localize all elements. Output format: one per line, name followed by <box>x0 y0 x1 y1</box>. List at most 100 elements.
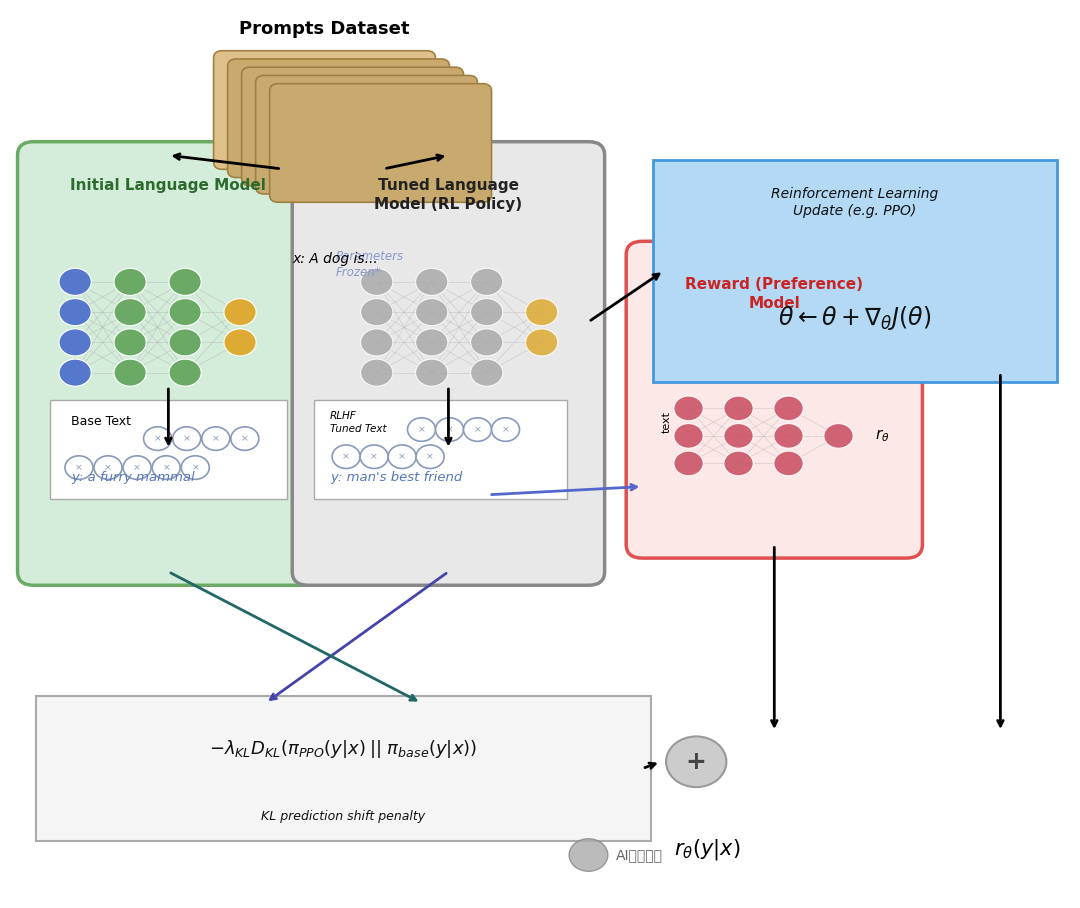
Text: ×: × <box>446 425 454 434</box>
Circle shape <box>59 299 91 326</box>
FancyBboxPatch shape <box>36 696 651 842</box>
Circle shape <box>152 456 180 479</box>
Text: $\theta \leftarrow \theta + \nabla_{\theta}J(\theta)$: $\theta \leftarrow \theta + \nabla_{\the… <box>779 304 932 331</box>
Text: ×: × <box>133 463 141 472</box>
FancyBboxPatch shape <box>214 51 435 169</box>
FancyBboxPatch shape <box>626 242 922 558</box>
Circle shape <box>173 427 201 450</box>
Text: ×: × <box>104 463 112 472</box>
Text: ×: × <box>212 434 219 443</box>
Circle shape <box>569 839 608 872</box>
Circle shape <box>674 424 703 449</box>
Text: $r_\theta$: $r_\theta$ <box>875 428 890 444</box>
Circle shape <box>114 360 146 386</box>
Circle shape <box>407 418 435 441</box>
Text: ×: × <box>162 463 171 472</box>
Circle shape <box>59 269 91 295</box>
Circle shape <box>463 418 491 441</box>
Circle shape <box>114 269 146 295</box>
FancyBboxPatch shape <box>270 84 491 202</box>
Circle shape <box>361 360 393 386</box>
Text: ×: × <box>418 425 426 434</box>
Text: ×: × <box>183 434 190 443</box>
Circle shape <box>416 329 448 356</box>
Circle shape <box>471 269 503 295</box>
Circle shape <box>168 299 201 326</box>
Circle shape <box>824 424 853 449</box>
Text: ×: × <box>75 463 83 472</box>
Text: Tuned Language
Model (RL Policy): Tuned Language Model (RL Policy) <box>375 178 523 212</box>
Circle shape <box>674 396 703 420</box>
Circle shape <box>471 329 503 356</box>
Text: ×: × <box>474 425 482 434</box>
Circle shape <box>526 299 557 326</box>
Circle shape <box>59 360 91 386</box>
Circle shape <box>181 456 210 479</box>
Circle shape <box>774 396 804 420</box>
Circle shape <box>59 329 91 356</box>
Circle shape <box>491 418 519 441</box>
Text: AI探索时代: AI探索时代 <box>616 848 662 862</box>
Circle shape <box>724 451 753 476</box>
Circle shape <box>144 427 172 450</box>
Text: ×: × <box>342 452 350 461</box>
Circle shape <box>202 427 230 450</box>
Circle shape <box>94 456 122 479</box>
Circle shape <box>224 329 256 356</box>
Text: ×: × <box>501 425 510 434</box>
Text: ×: × <box>427 452 434 461</box>
Circle shape <box>724 396 753 420</box>
Circle shape <box>168 360 201 386</box>
Circle shape <box>231 427 259 450</box>
Text: RLHF
Tuned Text: RLHF Tuned Text <box>330 411 387 434</box>
Circle shape <box>361 329 393 356</box>
Circle shape <box>416 360 448 386</box>
Circle shape <box>332 445 360 469</box>
Circle shape <box>224 299 256 326</box>
Text: text: text <box>662 411 672 433</box>
Text: Base Text: Base Text <box>71 415 132 428</box>
Text: $-\lambda_{KL}D_{KL}(\pi_{PPO}(y|x) \;||\; \pi_{base}(y|x))$: $-\lambda_{KL}D_{KL}(\pi_{PPO}(y|x) \;||… <box>210 737 477 760</box>
Circle shape <box>471 299 503 326</box>
Text: +: + <box>686 750 706 774</box>
FancyBboxPatch shape <box>228 59 449 178</box>
Text: y: a furry mammal: y: a furry mammal <box>71 471 195 484</box>
Circle shape <box>774 451 804 476</box>
Text: ×: × <box>241 434 248 443</box>
Circle shape <box>526 329 557 356</box>
Circle shape <box>361 299 393 326</box>
Text: Initial Language Model: Initial Language Model <box>70 178 267 192</box>
Circle shape <box>168 269 201 295</box>
Circle shape <box>471 360 503 386</box>
Text: $r_\theta(y|x)$: $r_\theta(y|x)$ <box>674 837 740 862</box>
Text: ×: × <box>191 463 199 472</box>
Circle shape <box>774 424 804 449</box>
Circle shape <box>114 329 146 356</box>
Text: ×: × <box>370 452 378 461</box>
Circle shape <box>388 445 416 469</box>
FancyBboxPatch shape <box>242 67 463 186</box>
Circle shape <box>361 269 393 295</box>
Circle shape <box>168 329 201 356</box>
Circle shape <box>416 299 448 326</box>
Circle shape <box>360 445 388 469</box>
Circle shape <box>65 456 93 479</box>
Circle shape <box>416 445 444 469</box>
FancyBboxPatch shape <box>17 142 320 586</box>
FancyBboxPatch shape <box>50 400 287 499</box>
Circle shape <box>416 269 448 295</box>
Text: y: man's best friend: y: man's best friend <box>330 471 462 484</box>
Circle shape <box>666 736 727 787</box>
Text: Parameters
Frozen*: Parameters Frozen* <box>335 251 404 280</box>
Text: x: A dog is...: x: A dog is... <box>293 252 378 266</box>
Circle shape <box>114 299 146 326</box>
FancyBboxPatch shape <box>293 142 605 586</box>
Text: Reinforcement Learning
Update (e.g. PPO): Reinforcement Learning Update (e.g. PPO) <box>771 187 939 218</box>
Circle shape <box>435 418 463 441</box>
FancyBboxPatch shape <box>256 75 477 194</box>
Circle shape <box>724 424 753 449</box>
FancyBboxPatch shape <box>653 160 1057 381</box>
Circle shape <box>674 451 703 476</box>
Text: ×: × <box>399 452 406 461</box>
Text: ×: × <box>153 434 162 443</box>
